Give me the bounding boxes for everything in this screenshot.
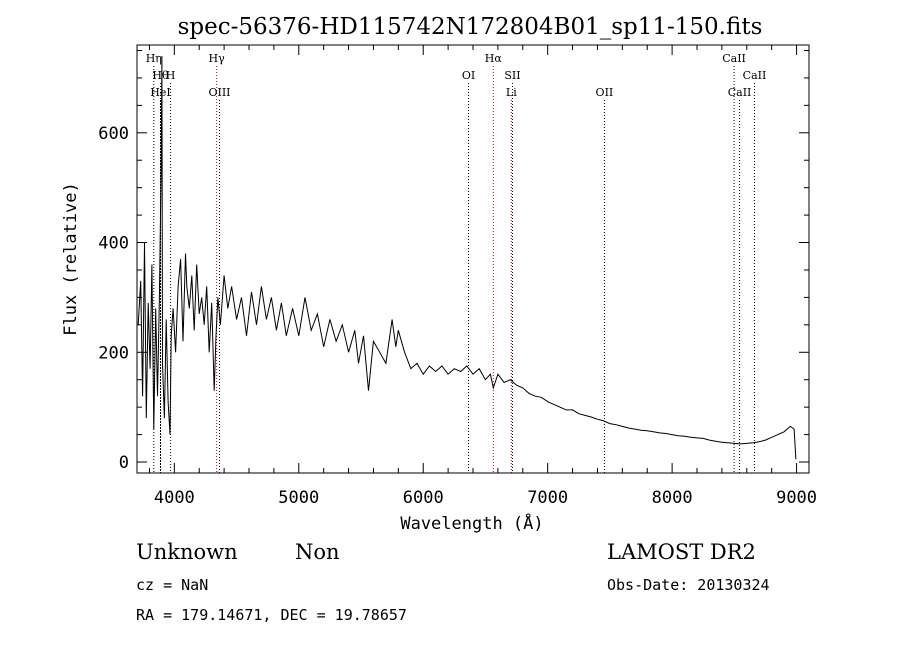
line-marker-label-9: Li bbox=[506, 86, 517, 99]
line-marker-label-2: H bbox=[166, 69, 176, 82]
line-marker-label-4: Hγ bbox=[209, 52, 226, 65]
line-marker-label-11: CaII bbox=[722, 52, 746, 65]
class-label: Unknown bbox=[136, 540, 238, 564]
y-axis-label: Flux (relative) bbox=[61, 182, 81, 336]
line-marker-label-7: Hα bbox=[485, 52, 503, 65]
y-tick-label-2: 400 bbox=[98, 234, 129, 254]
spectrum-series-0 bbox=[137, 55, 797, 460]
y-tick-label-3: 600 bbox=[98, 124, 129, 144]
x-axis: 4000 5000 6000 7000 8000 9000 bbox=[148, 45, 817, 508]
line-marker-label-1: Hθ bbox=[152, 69, 169, 82]
x-tick-label-0: 4000 bbox=[154, 488, 195, 508]
x-tick-label-2: 6000 bbox=[403, 488, 444, 508]
redshift-label: cz = NaN bbox=[136, 576, 208, 594]
x-tick-label-3: 7000 bbox=[527, 488, 568, 508]
line-marker-label-13: CaII bbox=[728, 86, 752, 99]
subclass-label: Non bbox=[295, 540, 340, 564]
x-tick-label-5: 9000 bbox=[776, 488, 817, 508]
y-tick-label-1: 200 bbox=[98, 343, 129, 363]
survey-label: LAMOST DR2 bbox=[607, 540, 756, 564]
line-marker-label-5: OIII bbox=[208, 86, 230, 99]
coordinates-label: RA = 179.14671, DEC = 19.78657 bbox=[136, 606, 407, 624]
line-marker-label-10: OII bbox=[596, 86, 614, 99]
line-marker-label-8: SII bbox=[504, 69, 520, 82]
line-marker-label-0: Hη bbox=[146, 52, 162, 65]
line-marker-label-3: HeI bbox=[150, 86, 170, 99]
x-axis-label: Wavelength (Å) bbox=[400, 512, 543, 534]
series-layer bbox=[137, 55, 797, 460]
x-tick-label-1: 5000 bbox=[278, 488, 319, 508]
y-axis: 0 200 400 600 bbox=[98, 49, 809, 473]
plot-frame bbox=[136, 44, 810, 474]
chart-title: spec-56376-HD115742N172804B01_sp11-150.f… bbox=[178, 14, 763, 40]
obs-date-label: Obs-Date: 20130324 bbox=[607, 576, 770, 594]
line-marker-label-6: OI bbox=[462, 69, 475, 82]
line-marker-label-12: CaII bbox=[743, 69, 767, 82]
x-tick-label-4: 8000 bbox=[652, 488, 693, 508]
y-tick-label-0: 0 bbox=[119, 453, 129, 473]
